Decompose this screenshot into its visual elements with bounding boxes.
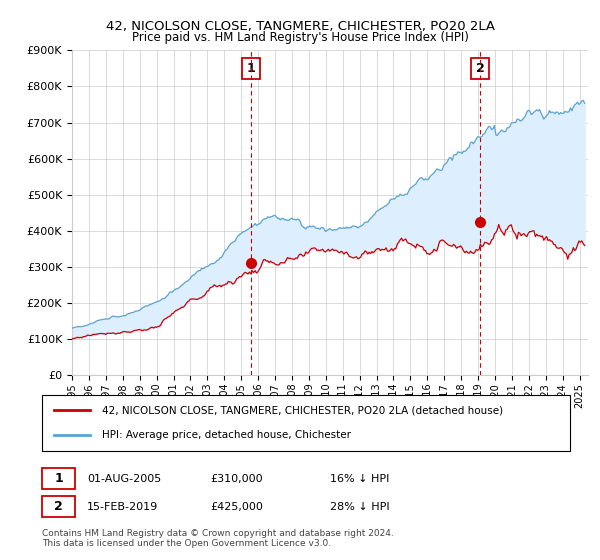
Text: 16% ↓ HPI: 16% ↓ HPI [330,474,389,484]
Text: HPI: Average price, detached house, Chichester: HPI: Average price, detached house, Chic… [102,430,351,440]
Text: Price paid vs. HM Land Registry's House Price Index (HPI): Price paid vs. HM Land Registry's House … [131,31,469,44]
Text: 2: 2 [476,62,484,75]
Text: £310,000: £310,000 [210,474,263,484]
Text: 42, NICOLSON CLOSE, TANGMERE, CHICHESTER, PO20 2LA: 42, NICOLSON CLOSE, TANGMERE, CHICHESTER… [106,20,494,32]
Text: Contains HM Land Registry data © Crown copyright and database right 2024.
This d: Contains HM Land Registry data © Crown c… [42,529,394,548]
Text: 2: 2 [54,500,63,514]
Text: 28% ↓ HPI: 28% ↓ HPI [330,502,389,512]
Text: £425,000: £425,000 [210,502,263,512]
Text: 1: 1 [54,472,63,486]
Text: 42, NICOLSON CLOSE, TANGMERE, CHICHESTER, PO20 2LA (detached house): 42, NICOLSON CLOSE, TANGMERE, CHICHESTER… [102,405,503,416]
Text: 15-FEB-2019: 15-FEB-2019 [87,502,158,512]
Text: 1: 1 [247,62,256,75]
Text: 01-AUG-2005: 01-AUG-2005 [87,474,161,484]
